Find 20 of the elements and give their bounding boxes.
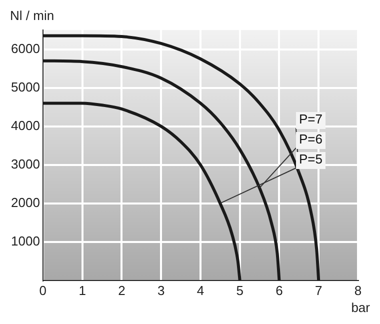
x-tick-label: 1 bbox=[78, 282, 86, 298]
series-label: P=7 bbox=[299, 112, 322, 127]
y-tick-label: 5000 bbox=[11, 79, 40, 94]
x-axis-title: bar bbox=[351, 300, 371, 316]
x-tick-label: 5 bbox=[236, 282, 244, 298]
y-tick-label: 1000 bbox=[11, 233, 40, 248]
x-tick-label: 0 bbox=[39, 282, 47, 298]
y-tick-label: 6000 bbox=[11, 40, 40, 56]
x-tick-label: 6 bbox=[276, 282, 283, 298]
y-tick-label: 2000 bbox=[11, 194, 40, 210]
x-tick-label: 8 bbox=[354, 282, 362, 298]
text: P=5 bbox=[299, 152, 322, 167]
x-tick-label: 2 bbox=[118, 282, 126, 298]
text: P=6 bbox=[299, 132, 322, 147]
x-tick-label: 7 bbox=[315, 282, 322, 298]
y-tick-label: 3000 bbox=[11, 156, 40, 172]
y-axis-title: Nl / min bbox=[10, 8, 54, 24]
x-tick-label: 4 bbox=[196, 282, 204, 298]
y-tick-label: 4000 bbox=[11, 118, 40, 133]
x-tick-label: 3 bbox=[157, 282, 165, 298]
